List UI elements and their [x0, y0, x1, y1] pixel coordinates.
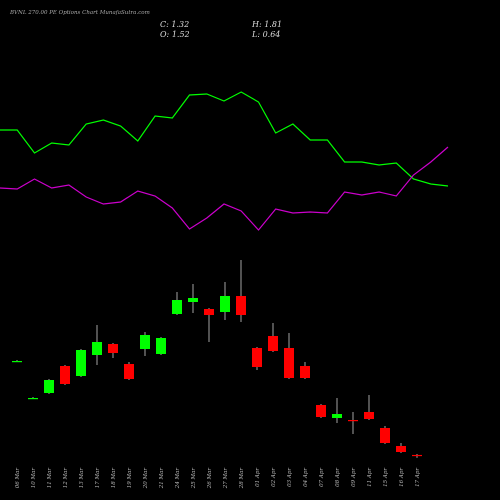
- candle-body: [316, 405, 326, 417]
- x-tick-label: 09 Apr: [351, 468, 357, 487]
- x-tick-label: 15 Apr: [383, 468, 389, 487]
- close-label: C:: [160, 20, 169, 29]
- candle-body: [236, 296, 246, 315]
- open-value: 1.52: [172, 30, 190, 39]
- candle-body: [188, 298, 198, 302]
- indicator-line: [0, 91, 449, 187]
- candle-body: [76, 350, 86, 376]
- x-tick-label: 18 Mar: [111, 468, 117, 489]
- chart-title: BVNL 270.00 PE Options Chart MunafaSutra…: [9, 10, 150, 16]
- x-tick-label: 03 Apr: [287, 468, 293, 487]
- candle-body: [124, 364, 134, 379]
- x-tick-label: 13 Mar: [79, 468, 85, 489]
- candle-body: [284, 348, 294, 378]
- candle-body: [28, 398, 38, 400]
- x-tick-label: 01 Apr: [255, 468, 261, 487]
- x-tick-label: 24 Mar: [175, 468, 181, 490]
- open-label: O:: [160, 30, 170, 39]
- x-tick-label: 11 Mar: [47, 468, 53, 489]
- x-tick-label: 10 Mar: [31, 468, 37, 489]
- x-tick-label: 26 Mar: [207, 468, 213, 490]
- candle-body: [12, 361, 22, 363]
- candle-body: [220, 296, 230, 312]
- x-tick-label: 02 Apr: [271, 468, 277, 487]
- x-tick-label: 20 Mar: [143, 468, 149, 490]
- candle-body: [364, 412, 374, 419]
- close-readout: C: 1.32: [160, 20, 189, 29]
- candle-body: [140, 335, 150, 349]
- open-readout: O: 1.52: [160, 30, 190, 39]
- x-tick-label: 25 Mar: [191, 468, 197, 490]
- x-tick-label: 07 Apr: [319, 468, 325, 487]
- high-readout: H: 1.81: [251, 20, 282, 29]
- x-tick-label: 04 Apr: [303, 468, 309, 487]
- x-tick-label: 17 Mar: [95, 468, 101, 489]
- candle-body: [156, 338, 166, 354]
- low-value: 0.64: [263, 30, 281, 39]
- candle-body: [44, 380, 54, 393]
- candle-body: [204, 309, 214, 315]
- candle-body: [332, 414, 342, 418]
- candle-body: [252, 348, 262, 367]
- candle-body: [300, 366, 310, 378]
- x-tick-label: 16 Apr: [399, 468, 405, 487]
- candle-body: [172, 300, 182, 314]
- x-tick-label: 11 Apr: [367, 468, 373, 487]
- candle-body: [60, 366, 70, 384]
- candle-body: [348, 420, 358, 422]
- low-readout: L: 0.64: [251, 30, 280, 39]
- high-label: H:: [251, 20, 262, 29]
- candle-body: [268, 336, 278, 351]
- x-tick-label: 27 Mar: [223, 468, 229, 490]
- x-tick-label: 17 Apr: [415, 468, 421, 487]
- candle-body: [92, 342, 102, 355]
- x-tick-label: 06 Mar: [15, 468, 21, 489]
- candle-body: [396, 446, 406, 452]
- x-tick-label: 12 Mar: [63, 468, 69, 489]
- x-tick-label: 21 Mar: [159, 468, 165, 490]
- candle-body: [380, 428, 390, 443]
- high-value: 1.81: [264, 20, 282, 29]
- x-tick-label: 19 Mar: [127, 468, 133, 489]
- close-value: 1.32: [171, 20, 189, 29]
- indicator-line: [0, 146, 449, 231]
- x-tick-label: 28 Mar: [239, 468, 245, 490]
- low-label: L:: [251, 30, 260, 39]
- candle-body: [412, 454, 422, 457]
- candle-body: [108, 344, 118, 353]
- x-tick-label: 08 Apr: [335, 468, 341, 487]
